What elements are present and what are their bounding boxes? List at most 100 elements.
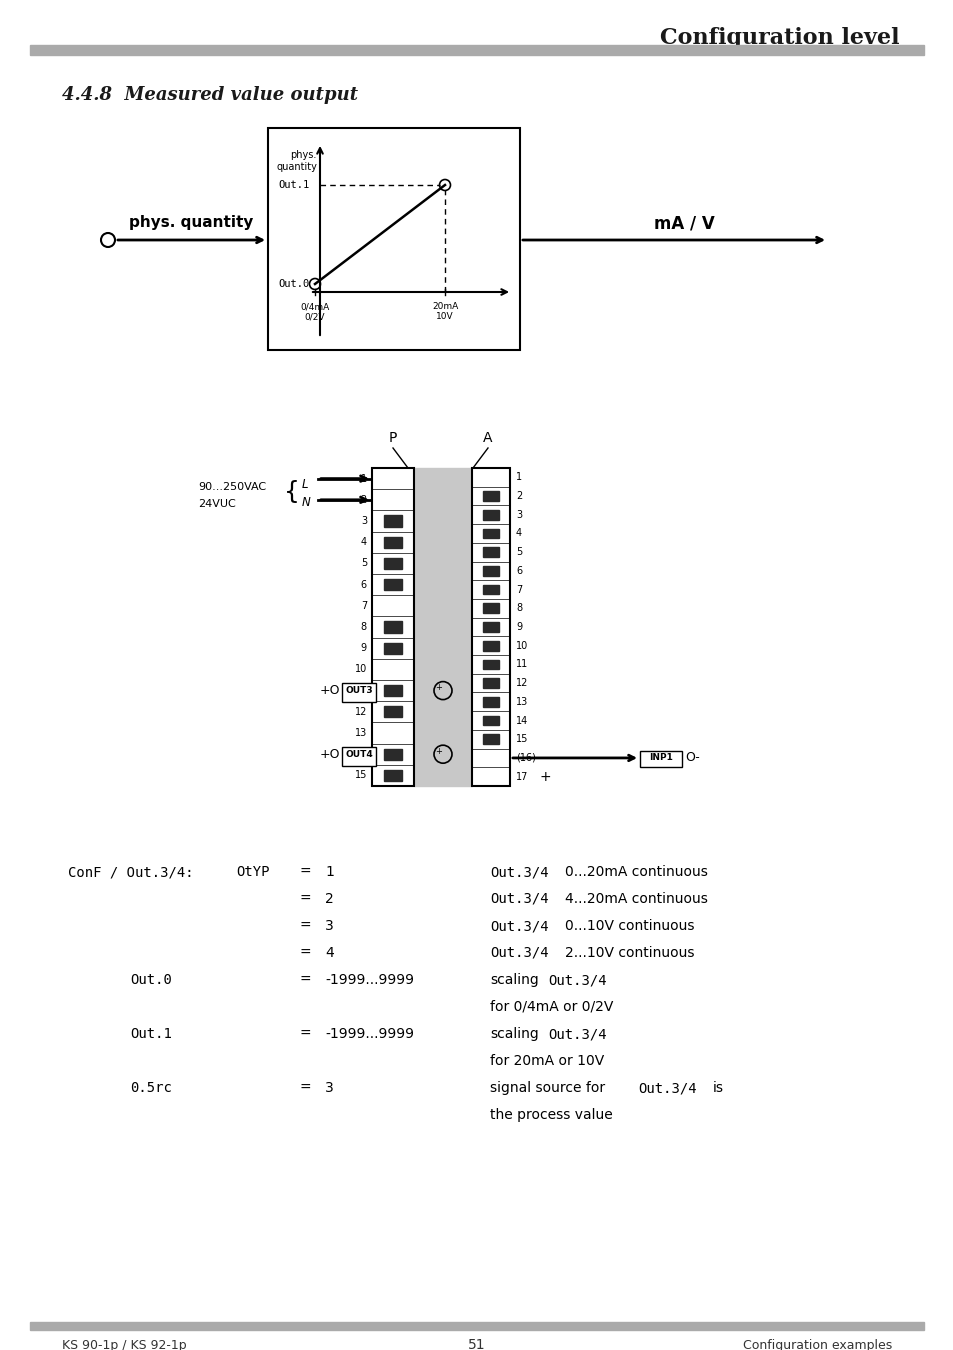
Bar — [384, 621, 401, 633]
Text: 10: 10 — [355, 664, 367, 675]
Bar — [482, 529, 498, 539]
Text: 0...10V continuous: 0...10V continuous — [564, 919, 694, 933]
Text: ConF / Out.3/4:: ConF / Out.3/4: — [68, 865, 193, 879]
Text: Out.0: Out.0 — [130, 973, 172, 987]
Text: N: N — [302, 495, 311, 509]
Bar — [372, 468, 414, 786]
Text: L: L — [302, 478, 308, 491]
Bar — [414, 468, 472, 786]
Text: 0/2V: 0/2V — [304, 312, 325, 321]
Text: +O: +O — [319, 684, 339, 697]
Bar — [482, 603, 498, 613]
Text: =: = — [299, 919, 312, 933]
Text: 4...20mA continuous: 4...20mA continuous — [564, 892, 707, 906]
Bar — [384, 537, 401, 548]
Text: Configuration level: Configuration level — [659, 27, 899, 49]
Text: 24VUC: 24VUC — [198, 500, 235, 509]
Text: 1: 1 — [516, 472, 521, 482]
Bar — [482, 734, 498, 744]
Bar — [482, 660, 498, 670]
Text: the process value: the process value — [490, 1108, 612, 1122]
Text: 2: 2 — [360, 495, 367, 505]
Text: Out.0: Out.0 — [278, 279, 310, 289]
Text: OtYP: OtYP — [235, 865, 269, 879]
Bar — [384, 684, 401, 697]
Text: OUT4: OUT4 — [345, 749, 373, 759]
Bar — [482, 510, 498, 520]
Text: {: { — [284, 481, 299, 504]
Text: signal source for: signal source for — [490, 1081, 604, 1095]
Text: Out.3/4: Out.3/4 — [490, 946, 548, 960]
Text: 4: 4 — [516, 528, 521, 539]
Bar — [384, 579, 401, 590]
Text: 12: 12 — [516, 678, 528, 688]
Bar — [482, 585, 498, 594]
Text: 9: 9 — [516, 622, 521, 632]
Text: 13: 13 — [355, 728, 367, 738]
Text: 1: 1 — [360, 474, 367, 483]
Text: Out.3/4: Out.3/4 — [490, 919, 548, 933]
Text: 14: 14 — [355, 749, 367, 759]
Text: 11: 11 — [516, 659, 528, 670]
Text: Out.3/4: Out.3/4 — [490, 865, 548, 879]
Text: 90...250VAC: 90...250VAC — [198, 482, 266, 491]
Text: 4.4.8  Measured value output: 4.4.8 Measured value output — [62, 86, 357, 104]
Bar — [639, 751, 681, 767]
Text: -1999...9999: -1999...9999 — [325, 973, 414, 987]
Text: 0...20mA continuous: 0...20mA continuous — [564, 865, 707, 879]
Text: +: + — [436, 683, 442, 693]
Text: 10: 10 — [516, 641, 528, 651]
Text: 3: 3 — [360, 516, 367, 526]
Bar — [482, 547, 498, 558]
Text: 6: 6 — [516, 566, 521, 576]
Text: 17: 17 — [516, 772, 528, 782]
Text: (16): (16) — [516, 753, 536, 763]
Text: Configuration examples: Configuration examples — [742, 1338, 891, 1350]
Bar — [482, 697, 498, 706]
Text: Out.1: Out.1 — [130, 1027, 172, 1041]
Text: for 20mA or 10V: for 20mA or 10V — [490, 1054, 603, 1068]
Text: 11: 11 — [355, 686, 367, 695]
Text: 3: 3 — [516, 510, 521, 520]
Bar — [384, 516, 401, 526]
Text: 7: 7 — [360, 601, 367, 610]
Text: 7: 7 — [516, 585, 521, 594]
Bar — [341, 747, 375, 765]
Text: 8: 8 — [360, 622, 367, 632]
Text: INP1: INP1 — [648, 753, 672, 763]
Bar — [482, 716, 498, 725]
Text: O-: O- — [684, 752, 699, 764]
Text: 1: 1 — [325, 865, 334, 879]
Text: =: = — [299, 946, 312, 960]
Bar — [482, 491, 498, 501]
Text: =: = — [299, 1081, 312, 1095]
Bar — [482, 566, 498, 575]
Text: 8: 8 — [516, 603, 521, 613]
Text: 15: 15 — [355, 771, 367, 780]
Text: 2...10V continuous: 2...10V continuous — [564, 946, 694, 960]
Text: 15: 15 — [516, 734, 528, 744]
Text: -1999...9999: -1999...9999 — [325, 1027, 414, 1041]
Text: =: = — [299, 1027, 312, 1041]
Text: 4: 4 — [360, 537, 367, 547]
Text: 2: 2 — [516, 491, 521, 501]
Text: =: = — [299, 892, 312, 906]
Bar — [482, 622, 498, 632]
Text: Out.3/4: Out.3/4 — [547, 973, 606, 987]
Bar — [384, 706, 401, 717]
Text: Out.1: Out.1 — [278, 180, 310, 190]
Text: for 0/4mA or 0/2V: for 0/4mA or 0/2V — [490, 1000, 613, 1014]
Bar — [384, 749, 401, 760]
Text: Out.3/4: Out.3/4 — [638, 1081, 696, 1095]
Bar — [472, 468, 510, 786]
Bar — [384, 769, 401, 780]
Text: 10V: 10V — [436, 312, 454, 321]
Text: 5: 5 — [360, 559, 367, 568]
Text: +O: +O — [319, 748, 339, 760]
Text: =: = — [299, 865, 312, 879]
Text: phys. quantity: phys. quantity — [130, 216, 253, 231]
Bar — [482, 678, 498, 688]
Text: 3: 3 — [325, 919, 334, 933]
Bar — [384, 643, 401, 653]
Text: 5: 5 — [516, 547, 521, 558]
